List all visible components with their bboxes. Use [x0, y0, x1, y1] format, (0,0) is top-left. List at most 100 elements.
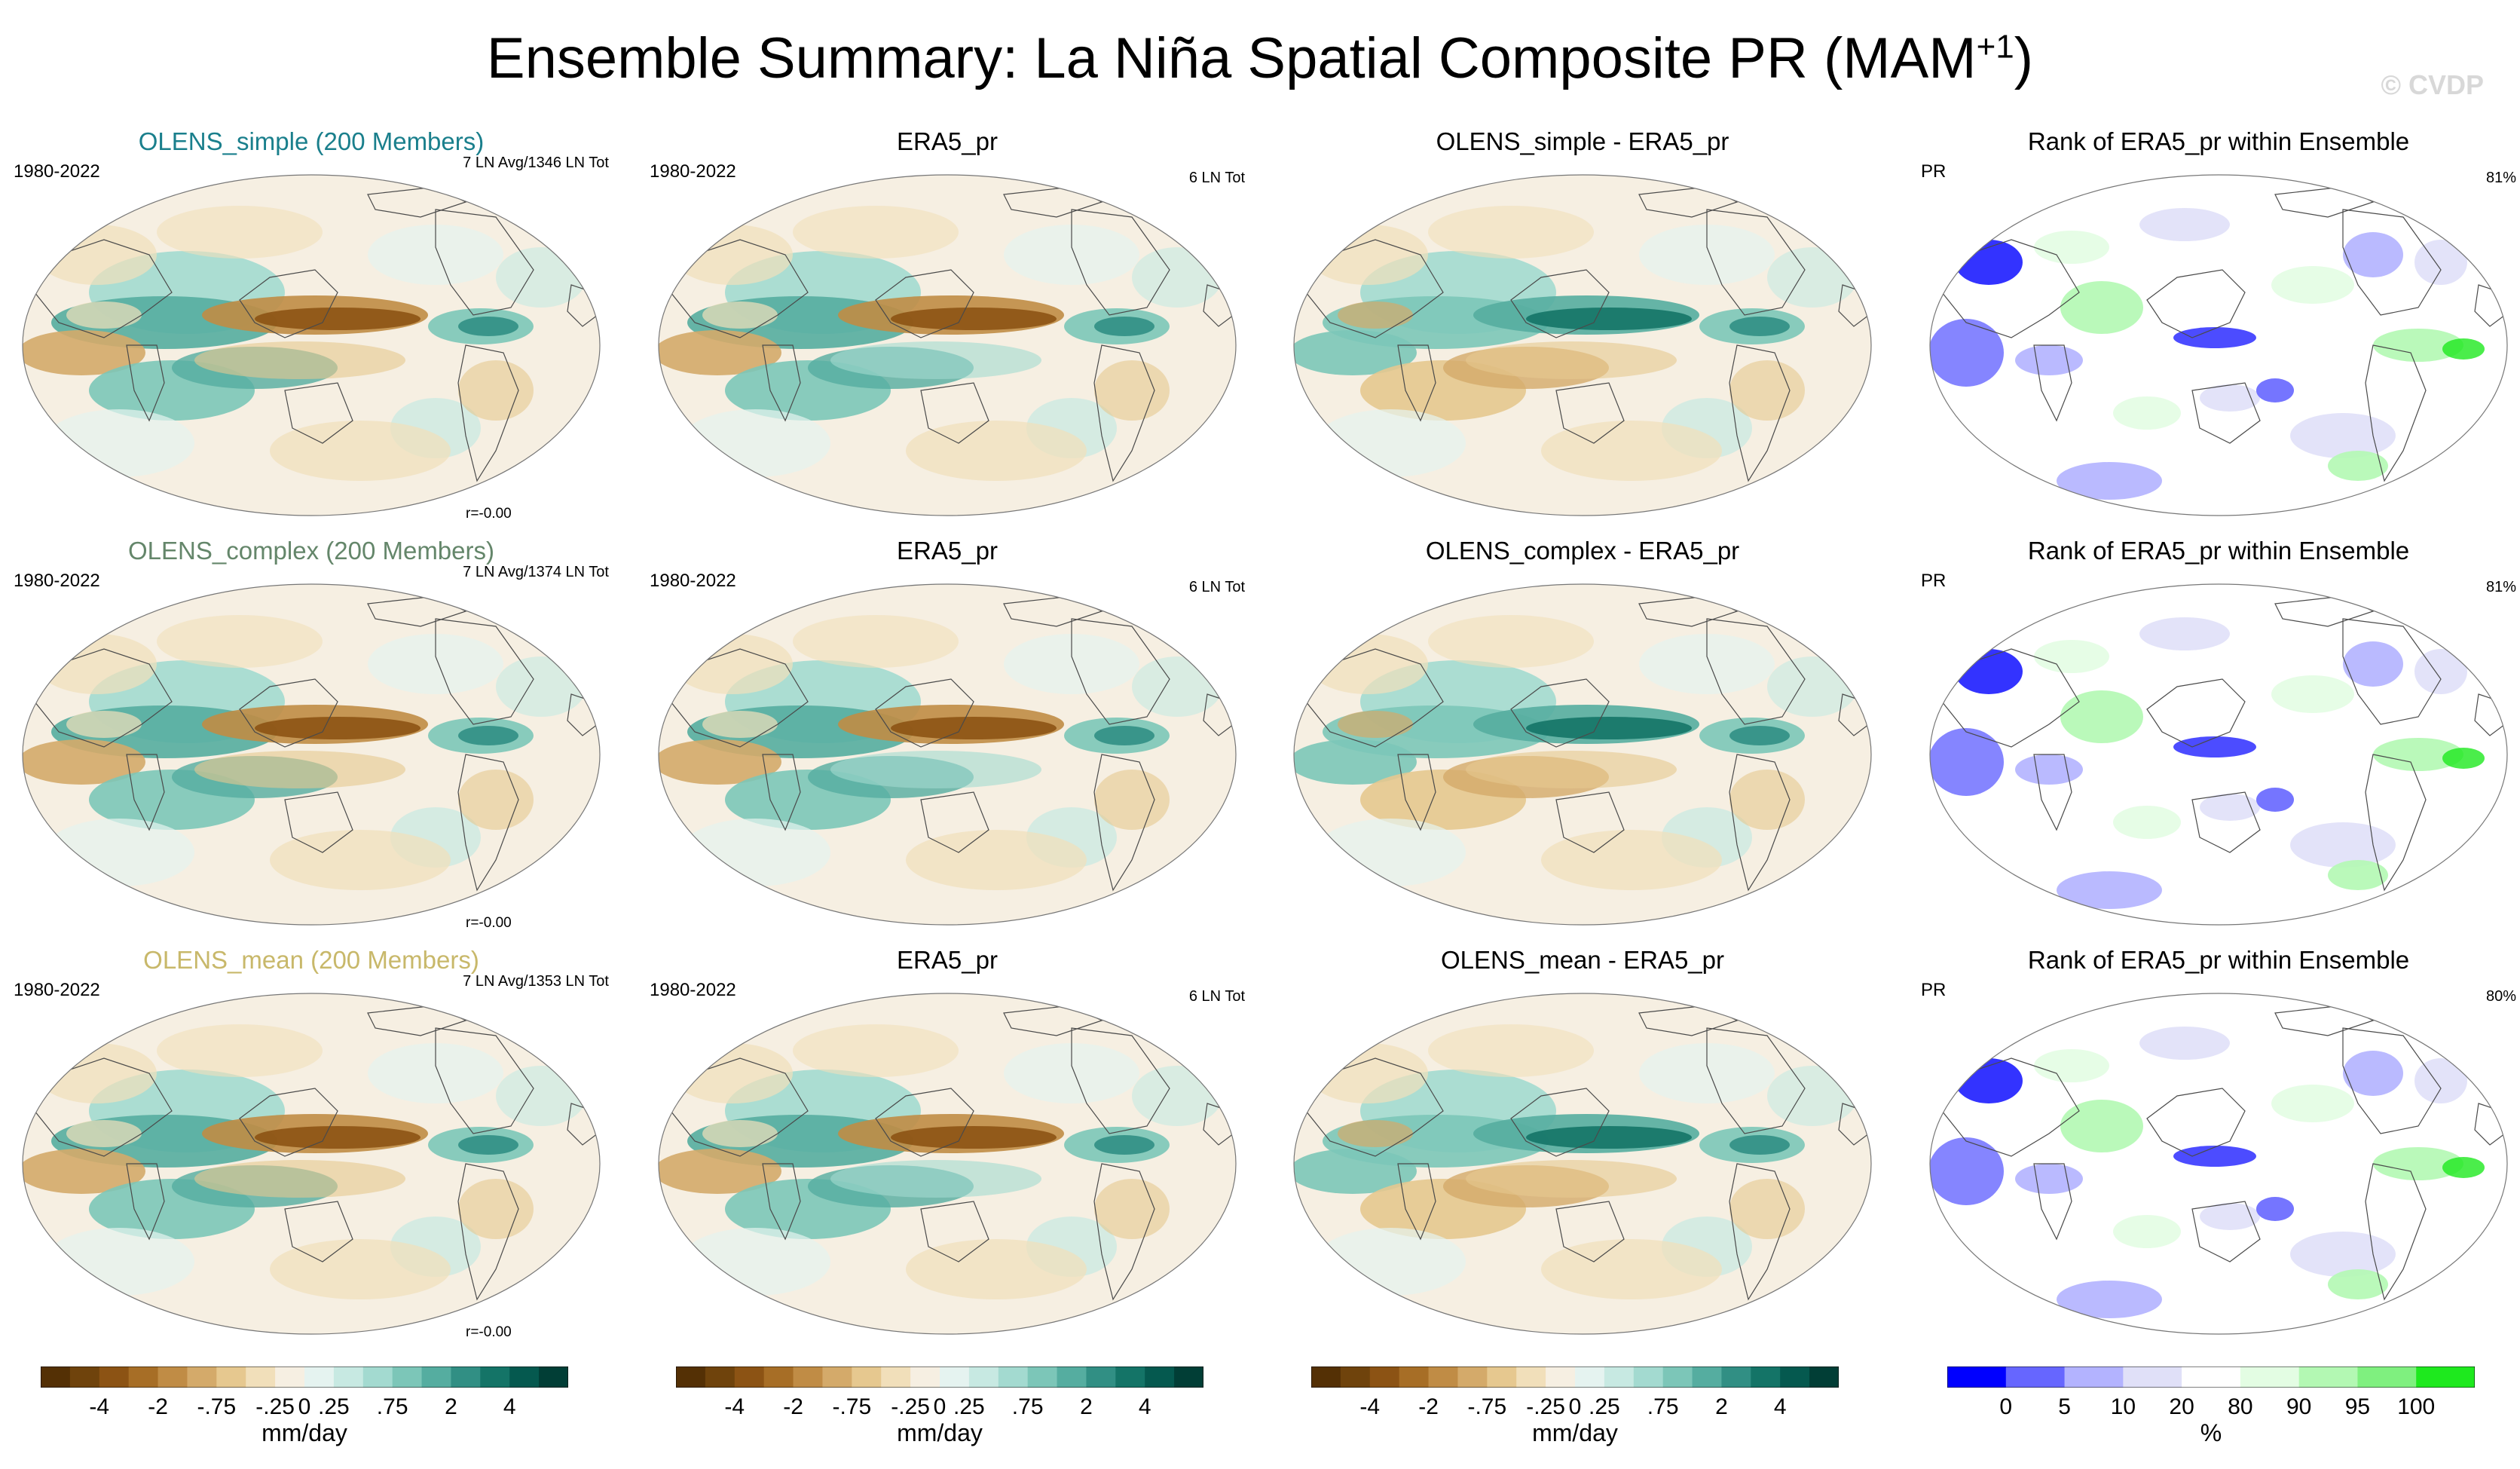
map	[1929, 583, 2508, 926]
colorbar-swatch	[392, 1366, 423, 1388]
colorbar-tick-label: -2	[1418, 1394, 1439, 1419]
colorbar-swatch	[2123, 1366, 2182, 1388]
colorbar-tick-label: 2	[1715, 1394, 1728, 1419]
colorbar-swatch	[1633, 1366, 1664, 1388]
panel-row2-obs: ERA5_pr 1980-2022 6 LN Tot	[650, 536, 1245, 943]
rank-percent: 81%	[2485, 579, 2516, 595]
colorbar-swatch	[910, 1366, 940, 1388]
colorbar-swatch	[539, 1366, 568, 1388]
colorbar-swatch	[69, 1366, 100, 1388]
map	[22, 174, 601, 516]
colorbar-swatch	[676, 1366, 706, 1388]
colorbar-obs: mm/day -4 -2 -.75 -.25 0.25.75 2 4	[665, 1366, 1261, 1457]
panel-row3-diff: OLENS_mean - ERA5_pr	[1285, 945, 1880, 1352]
map	[22, 993, 601, 1335]
colorbar-swatch	[793, 1366, 823, 1388]
colorbar-swatch	[1057, 1366, 1087, 1388]
colorbar-swatch	[216, 1366, 246, 1388]
event-count: 6 LN Tot	[1188, 579, 1245, 595]
colorbar-swatch	[1311, 1366, 1341, 1388]
variable-label: PR	[1921, 571, 1947, 591]
colorbar-swatch	[41, 1366, 71, 1388]
colorbar-swatch	[998, 1366, 1029, 1388]
colorbar-swatch	[1575, 1366, 1605, 1388]
colorbar-swatch	[275, 1366, 305, 1388]
colorbar-swatch	[881, 1366, 911, 1388]
colorbar-swatch	[1721, 1366, 1751, 1388]
event-count: 6 LN Tot	[1188, 170, 1245, 186]
cvdp-watermark: © CVDP	[2381, 69, 2484, 100]
panel-title: OLENS_complex - ERA5_pr	[1425, 537, 1740, 565]
panel-title: Rank of ERA5_pr within Ensemble	[2027, 127, 2410, 155]
colorbar-swatch	[362, 1366, 393, 1388]
colorbar-swatch	[822, 1366, 852, 1388]
colorbar-tick-label: -2	[148, 1394, 168, 1419]
panel-row2-diff: OLENS_complex - ERA5_pr	[1285, 536, 1880, 943]
figure-title: Ensemble Summary: La Niña Spatial Compos…	[486, 26, 2034, 90]
map	[22, 583, 601, 926]
colorbar-ens: mm/day -4 -2 -.75 -.25 0.25.75 2 4	[30, 1366, 625, 1457]
panel-title: ERA5_pr	[897, 946, 998, 974]
colorbar-swatch	[1457, 1366, 1488, 1388]
year-range: 1980-2022	[14, 980, 100, 1000]
year-range: 1980-2022	[14, 161, 100, 182]
colorbar-swatch	[1145, 1366, 1175, 1388]
event-count: 7 LN Avg/1353 LN Tot	[463, 973, 609, 990]
colorbar-tick-label: 80	[2228, 1394, 2253, 1419]
colorbar-swatch	[734, 1366, 765, 1388]
colorbar-tick-label: -.25	[255, 1394, 295, 1419]
colorbar-swatch	[1516, 1366, 1546, 1388]
colorbar-tick-label: -.25	[1526, 1394, 1565, 1419]
colorbar-swatch	[2298, 1366, 2358, 1388]
panel-row1-obs: ERA5_pr 1980-2022 6 LN Tot	[650, 127, 1245, 534]
panel-row3-ens: OLENS_mean (200 Members) 1980-2022 7 LN Av…	[14, 945, 609, 1352]
colorbar-tick-label: .75	[376, 1394, 408, 1419]
colorbar-swatch	[763, 1366, 794, 1388]
colorbar-swatch	[1751, 1366, 1781, 1388]
colorbar-swatch	[2064, 1366, 2124, 1388]
map	[1293, 583, 1872, 926]
colorbar-swatch	[2357, 1366, 2417, 1388]
colorbar-tick-label: 0	[1999, 1394, 2013, 1419]
colorbar-tick-label: -.25	[891, 1394, 930, 1419]
panel-title: OLENS_simple - ERA5_pr	[1436, 127, 1729, 155]
colorbar-tick-label: 95	[2344, 1394, 2371, 1419]
map	[1929, 174, 2508, 516]
colorbar-swatch	[333, 1366, 364, 1388]
colorbar-tick-label: .25	[318, 1394, 350, 1419]
colorbar-tick-label: 100	[2397, 1394, 2436, 1419]
rank-percent: 80%	[2485, 988, 2516, 1005]
colorbar-tick-label: 2	[445, 1394, 457, 1419]
map	[658, 993, 1237, 1335]
panel-row1-rank: Rank of ERA5_pr within Ensemble PR 81%	[1921, 127, 2516, 534]
map	[658, 583, 1237, 926]
map	[1929, 993, 2508, 1335]
colorbar-swatch	[2240, 1366, 2300, 1388]
panel-title: OLENS_simple (200 Members)	[138, 127, 485, 155]
map	[1293, 174, 1872, 516]
panel-title: ERA5_pr	[897, 127, 998, 155]
colorbar-swatch	[1174, 1366, 1203, 1388]
colorbar-swatch	[852, 1366, 882, 1388]
colorbar-tick-label: 0	[298, 1394, 311, 1419]
colorbar-tick-label: 2	[1080, 1394, 1093, 1419]
colorbar-swatch	[940, 1366, 970, 1388]
colorbar-tick-label: -2	[783, 1394, 803, 1419]
colorbar-tick-label: .75	[1647, 1394, 1679, 1419]
colorbar-swatch	[509, 1366, 540, 1388]
event-count: 7 LN Avg/1346 LN Tot	[463, 155, 609, 171]
colorbar-tick-label: 4	[1138, 1394, 1151, 1419]
colorbar-swatch	[1662, 1366, 1693, 1388]
colorbar-swatch	[451, 1366, 481, 1388]
colorbar-tick-label: 5	[2058, 1394, 2071, 1419]
colorbar-swatch	[158, 1366, 188, 1388]
colorbar-swatch	[187, 1366, 217, 1388]
colorbar-swatch	[1027, 1366, 1058, 1388]
colorbar-swatch	[1340, 1366, 1371, 1388]
colorbar-swatch	[968, 1366, 999, 1388]
pattern-correlation: r=-0.00	[466, 915, 512, 931]
colorbar-tick-label: 4	[1773, 1394, 1787, 1419]
colorbar-swatch	[2182, 1366, 2241, 1388]
map	[1293, 993, 1872, 1335]
panel-title: Rank of ERA5_pr within Ensemble	[2027, 946, 2410, 974]
